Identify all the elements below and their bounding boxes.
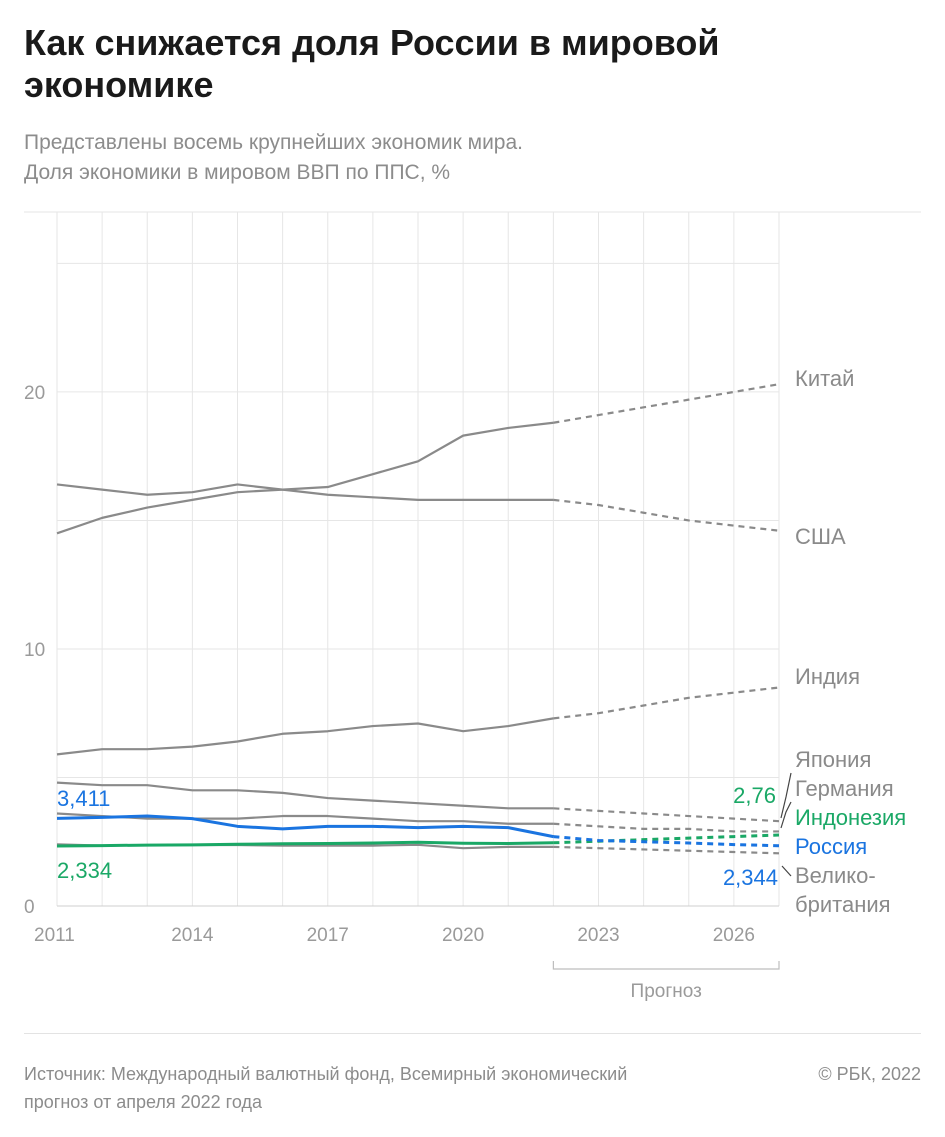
source-line-1: Источник: Международный валютный фонд, В… [24,1064,628,1084]
russia-end-value: 2,344 [723,865,778,890]
leader-uk [781,865,792,877]
series-line-indonesia [56,840,554,848]
indonesia-start-value: 2,334 [57,858,112,883]
series-line-germany [56,812,554,825]
series-label-uk-line2: британия [795,892,891,917]
y-tick-label: 10 [24,640,45,661]
x-tick-label: 2014 [171,925,214,946]
series-forecast-line-russia [553,835,780,848]
x-tick-label: 2011 [34,925,75,946]
subtitle-line-2: Доля экономики в мировом ВВП по ППС, % [24,161,451,184]
subtitle-line-1: Представлены восемь крупнейших экономик … [24,131,523,154]
x-tick-label: 2026 [713,925,755,946]
series-label-china: Китай [795,366,854,391]
x-tick-label: 2020 [442,925,484,946]
series-forecast-line-japan [553,807,780,823]
series-line-russia [56,814,554,839]
series-line-japan [56,781,554,810]
series-forecast-line-india [553,686,780,720]
series-label-russia: Россия [795,834,867,859]
series-label-germany: Германия [795,776,894,801]
y-tick-label: 20 [24,383,45,404]
series-forecast-line-usa [553,498,780,532]
x-tick-label: 2023 [577,925,619,946]
series-line-india [56,717,554,756]
series-label-japan: Япония [795,747,871,772]
series-line-china [56,421,554,535]
series-forecast-line-china [553,383,780,424]
line-chart: 0 10 20 2011 2014 2017 2020 2023 2026 Прогноз Кита… [24,211,921,1002]
leader-germany [780,801,792,829]
y-tick-label: 0 [24,897,35,918]
chart-title: Как снижается доля России в мировой экон… [24,22,720,105]
series-label-indonesia: Индонезия [795,805,906,830]
source-note: Источник: Международный валютный фонд, В… [24,1060,784,1116]
series-line-usa [56,483,554,501]
leader-japan [780,772,792,819]
chart-subtitle: Представлены восемь крупнейших экономик … [24,128,904,188]
indonesia-end-value: 2,76 [733,783,776,808]
forecast-bracket [552,961,780,970]
series-label-usa: США [795,524,846,549]
footer: Источник: Международный валютный фонд, В… [24,1033,921,1112]
copyright: © РБК, 2022 [818,1064,921,1084]
forecast-label: Прогноз [631,981,702,1002]
series-forecast-line-uk [553,845,780,855]
x-tick-label: 2017 [307,925,349,946]
series-forecast-line-indonesia [553,833,780,845]
series-forecast-line-germany [553,822,779,833]
series-label-india: Индия [795,664,860,689]
series-label-uk-line1: Велико- [795,863,876,888]
russia-start-value: 3,411 [57,786,110,811]
source-line-2: прогноз от апреля 2022 года [24,1092,262,1112]
